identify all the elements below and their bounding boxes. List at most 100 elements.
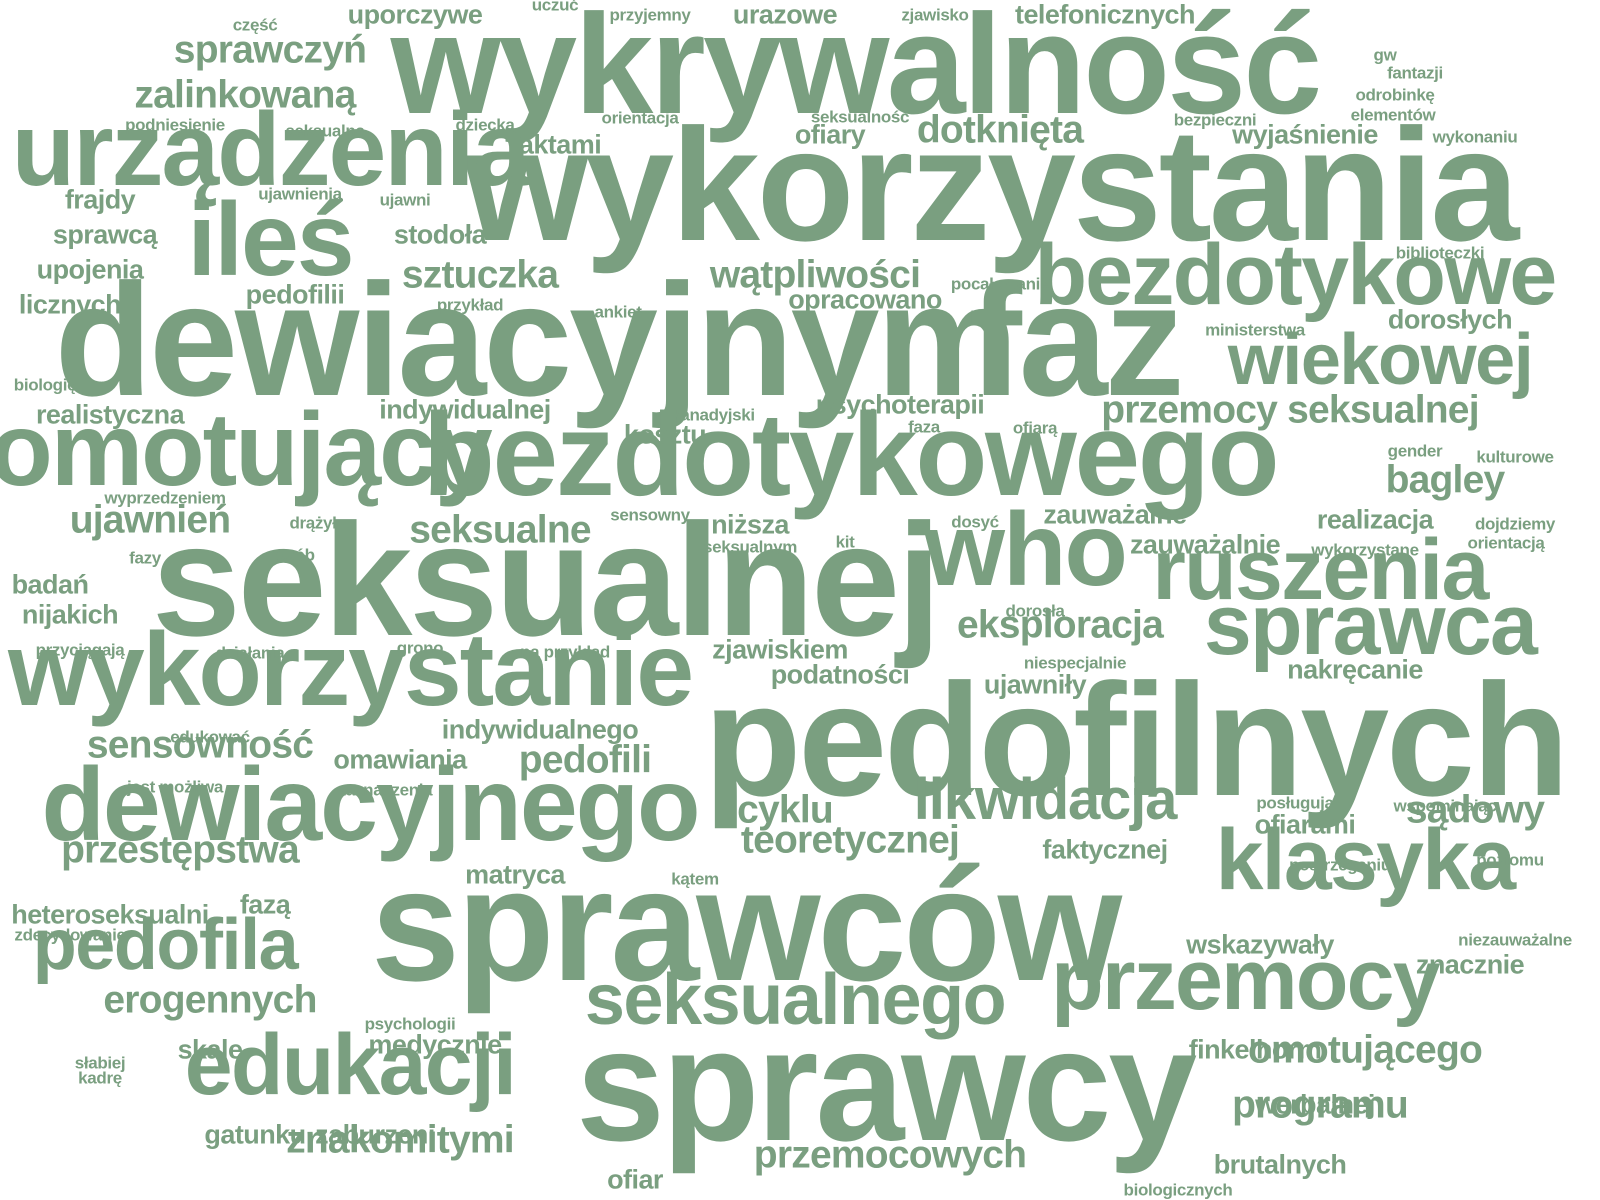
cloud-word-gatunku: gatunku — [204, 1119, 306, 1150]
cloud-word-edukacji: edukacji — [184, 1017, 517, 1113]
cloud-word-licznych: licznych — [18, 289, 122, 320]
cloud-word-znacznie: znacznie — [1415, 949, 1525, 980]
cloud-word-pocalowanie: pocałowanie — [950, 274, 1050, 294]
cloud-word-wykorzystane: wykorzystane — [1311, 540, 1419, 560]
cloud-word-kulturowe: kulturowe — [1476, 447, 1554, 467]
cloud-word-zauwazalne: zauważalne — [1043, 499, 1187, 530]
cloud-word-iles: ileś — [187, 182, 354, 298]
cloud-word-dewiacyjnym: dewiacyjnym — [54, 250, 1019, 429]
cloud-word-znakomitymi: znakomitymi — [286, 1118, 514, 1162]
cloud-word-drazyl: drążył — [289, 513, 337, 533]
cloud-word-sensowny: sensowny — [610, 505, 690, 525]
cloud-word-jest-mozliwa: jest możliwa — [126, 777, 224, 797]
cloud-word-orientacja: orientacja — [601, 108, 679, 128]
cloud-word-zjawisko: zjawisko — [901, 5, 969, 25]
cloud-word-wykonaniu: wykonaniu — [1432, 127, 1518, 147]
cloud-word-erogennych: erogennych — [103, 978, 317, 1022]
cloud-word-przemocowych: przemocowych — [753, 1133, 1027, 1177]
cloud-word-sztuczka: sztuczka — [401, 253, 559, 297]
cloud-word-niezauwazalne: niezauważalne — [1458, 930, 1572, 950]
cloud-word-seksualnego: seksualnego — [584, 960, 1007, 1040]
cloud-word-wyprzedzeniem: wyprzedzeniem — [104, 488, 226, 508]
cloud-word-postrzeganiu: postrzeganiu — [1289, 855, 1391, 875]
cloud-word-medycznie: medycznie — [368, 1029, 502, 1060]
cloud-word-przyciagaja: przyciągają — [35, 640, 125, 660]
cloud-word-dorosla: dorosła — [1005, 601, 1065, 621]
cloud-word-likwidacja: likwidacja — [913, 767, 1178, 832]
cloud-word-odrobinke: odrobinkę — [1355, 85, 1435, 105]
cloud-word-psychoterapii: psychoterapii — [815, 389, 985, 420]
cloud-word-wyjasnienie: wyjaśnienie — [1232, 119, 1378, 150]
cloud-word-seksualnym: seksualnym — [703, 537, 797, 557]
cloud-word-pedofila: pedofila — [32, 905, 299, 985]
cloud-word-ofiary: ofiary — [794, 119, 866, 150]
cloud-word-wiekowej: wiekowej — [1227, 320, 1534, 400]
cloud-word-pedofili: pedofili — [518, 738, 652, 782]
cloud-word-dziecka: dziecka — [455, 115, 515, 135]
cloud-word-czesc: część — [232, 15, 278, 35]
cloud-word-wykorzystanie: wykorzystanie — [8, 612, 694, 728]
cloud-word-ujawnienia: ujawnienia — [258, 184, 342, 204]
cloud-word-uczuc: uczuć — [531, 0, 579, 15]
cloud-word-seksualnosc: seksualność — [810, 107, 910, 127]
cloud-word-posluguja: posługują — [1256, 793, 1334, 813]
cloud-word-ofiara: ofiarą — [1012, 418, 1058, 438]
cloud-word-kadre: kadrę — [78, 1068, 122, 1088]
cloud-word-badan: badań — [11, 569, 89, 600]
cloud-word-ofiarami: ofiarami — [1254, 809, 1356, 840]
cloud-word-pedofilnych: pedofilnych — [703, 650, 1570, 829]
cloud-word-heteroseksualni: heteroseksualni — [11, 899, 209, 930]
cloud-word-ofiar: ofiar — [607, 1164, 663, 1195]
cloud-word-wskazywaly: wskazywały — [1186, 929, 1334, 960]
cloud-word-niespecjalnie: niespecjalnie — [1023, 653, 1127, 673]
cloud-word-teoretycznej: teoretycznej — [740, 818, 960, 862]
cloud-word-nakrecanie: nakręcanie — [1287, 654, 1423, 685]
cloud-word-omotujacego: omotującego — [1247, 1028, 1483, 1072]
cloud-word-ankiet: ankiet — [594, 302, 642, 322]
cloud-word-psychologii: psychologii — [364, 1014, 456, 1034]
cloud-word-cyklu: cyklu — [737, 788, 834, 832]
cloud-word-zauwazalnie: zauważalnie — [1129, 529, 1281, 560]
cloud-word-przemocy-seksualnej: przemocy seksualnej — [1101, 388, 1479, 432]
cloud-word-wykrywalnosc: wykrywalność — [390, 0, 1323, 144]
cloud-word-sprawczyn: sprawczyń — [173, 28, 367, 72]
cloud-word-realistyczna: realistyczna — [35, 399, 185, 430]
cloud-word-fazy: fazy — [129, 548, 161, 568]
cloud-word-sprawcow: sprawców — [371, 835, 1122, 1014]
cloud-word-elementow: elementów — [1350, 105, 1436, 125]
cloud-word-klasyka: klasyka — [1215, 812, 1517, 908]
cloud-word-orientacja: orientacją — [1467, 533, 1545, 553]
cloud-word-dojdziemy: dojdziemy — [1474, 514, 1556, 534]
cloud-word-gender: gender — [1387, 441, 1443, 461]
cloud-word-poziomu: poziomu — [1476, 850, 1544, 870]
cloud-word-faktycznej: faktycznej — [1042, 834, 1168, 865]
cloud-word-werbalnej: werbalnej — [1255, 1089, 1375, 1120]
cloud-word-wykorzystania: wykorzystania — [463, 95, 1519, 274]
cloud-word-bezpieczni: bezpieczni — [1173, 110, 1257, 130]
cloud-word-przyjemny: przyjemny — [609, 5, 691, 25]
cloud-word-bezdotykowe: bezdotykowe — [1034, 227, 1557, 323]
cloud-word-matryca: matryca — [465, 859, 565, 890]
cloud-word-zdecydowanie: zdecydowanie — [14, 925, 126, 945]
cloud-word-urazowe: urazowe — [732, 0, 838, 30]
cloud-word-biologie: biologię — [13, 375, 77, 395]
cloud-word-stodola: stodoła — [393, 219, 487, 250]
cloud-word-indywidualnej: indywidualnej — [379, 394, 551, 425]
cloud-word-ministerstwa: ministerstwa — [1205, 320, 1305, 340]
cloud-word-indywidualnego: indywidualnego — [441, 714, 639, 745]
cloud-word-edukowac: edukować — [170, 727, 250, 747]
cloud-word-who: who — [924, 492, 1128, 608]
cloud-word-podatnosci: podatności — [770, 659, 910, 690]
cloud-word-frajdy: frajdy — [64, 184, 136, 215]
cloud-word-wspominajac: wspominając — [1393, 796, 1497, 816]
cloud-word-zaznaczenia: zaznaczenia — [337, 780, 433, 800]
cloud-word-dewiacyjnego: dewiacyjnego — [41, 747, 700, 863]
cloud-word-omotujacy: omotujący — [0, 392, 493, 508]
cloud-word-dotknieta: dotknięta — [916, 108, 1084, 152]
cloud-word-podniesienie: podniesienie — [125, 115, 225, 135]
cloud-word-watpliwosci: wątpliwości — [709, 253, 921, 297]
cloud-word-faz: faz — [968, 250, 1185, 429]
cloud-word-zjawiskiem: zjawiskiem — [712, 634, 848, 665]
cloud-word-bagley: bagley — [1385, 458, 1506, 502]
